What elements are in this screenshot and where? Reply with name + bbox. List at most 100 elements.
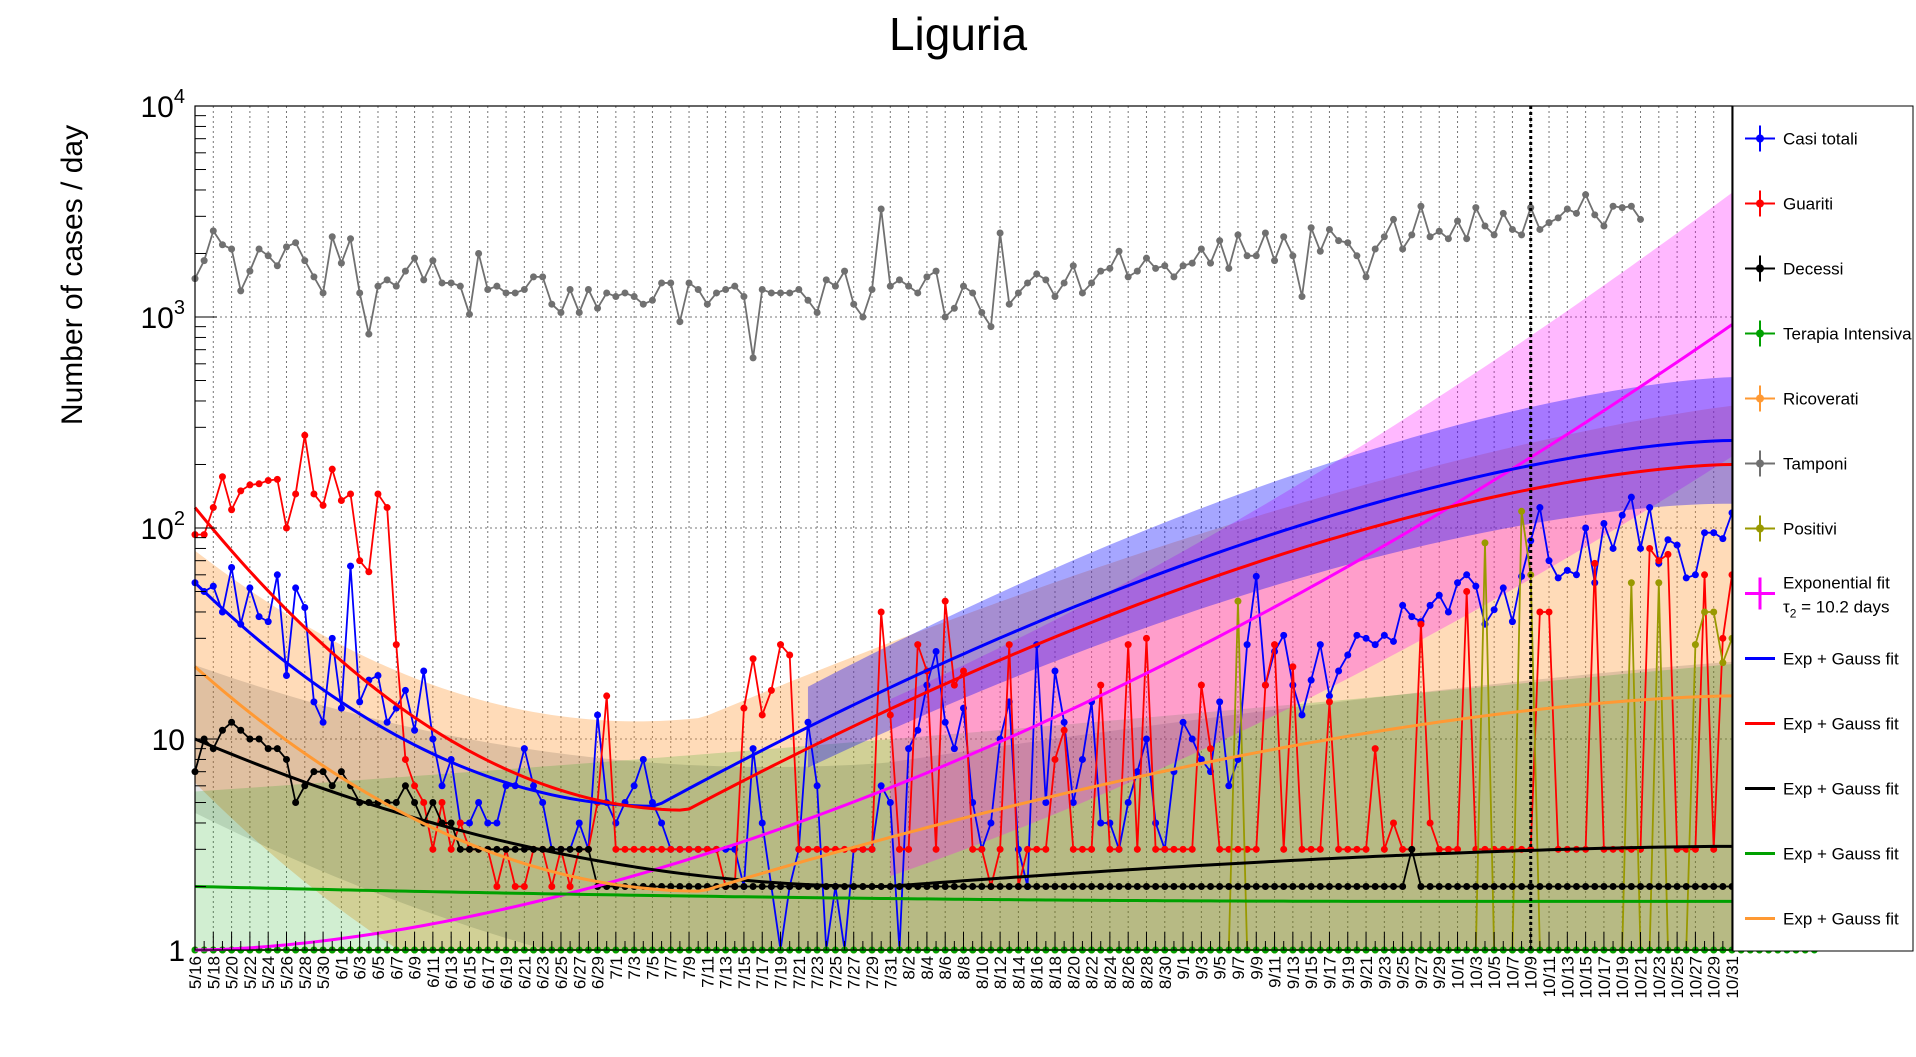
data-point	[813, 309, 821, 317]
data-point	[905, 745, 913, 753]
data-point	[1033, 270, 1041, 278]
data-point	[383, 504, 391, 512]
data-point	[465, 845, 473, 853]
data-point	[1060, 882, 1068, 890]
data-point	[932, 845, 940, 853]
data-point	[1142, 634, 1150, 642]
data-point	[978, 309, 986, 317]
data-point	[886, 799, 894, 807]
legend-swatch-marker	[1756, 524, 1764, 533]
data-point	[1380, 882, 1388, 890]
data-point	[1435, 227, 1443, 235]
data-point	[1060, 726, 1068, 734]
x-tick-label: 7/3	[625, 956, 644, 980]
data-point	[731, 282, 739, 290]
data-point	[1353, 252, 1361, 260]
data-point	[1307, 845, 1315, 853]
data-point	[712, 289, 720, 297]
data-point	[1124, 641, 1132, 649]
data-point	[1554, 882, 1562, 890]
data-point	[292, 584, 300, 592]
data-point	[996, 229, 1004, 237]
data-point	[420, 799, 428, 807]
data-point	[1545, 882, 1553, 890]
data-point	[1545, 557, 1553, 565]
data-point	[740, 293, 748, 301]
legend-label: Tamponi	[1783, 455, 1847, 474]
x-tick-label: 10/17	[1595, 956, 1614, 999]
data-point	[1591, 882, 1599, 890]
data-point	[1463, 588, 1471, 596]
x-tick-label: 5/26	[277, 956, 296, 989]
data-point	[1252, 882, 1260, 890]
x-tick-label: 6/9	[406, 956, 425, 980]
data-point	[1582, 882, 1590, 890]
data-point	[1106, 845, 1114, 853]
data-point	[1344, 845, 1352, 853]
data-point	[1563, 205, 1571, 213]
data-point	[1371, 245, 1379, 253]
data-point	[218, 241, 226, 249]
x-tick-label: 6/25	[552, 956, 571, 989]
data-point	[255, 735, 263, 743]
data-point	[1682, 574, 1690, 582]
x-tick-label: 9/29	[1430, 956, 1449, 989]
y-tick-exponent: 2	[174, 508, 185, 530]
data-point	[1298, 845, 1306, 853]
grid-lines	[194, 105, 1733, 951]
data-point	[1499, 209, 1507, 217]
data-point	[282, 671, 290, 679]
x-tick-label: 7/29	[863, 956, 882, 989]
data-point	[1069, 845, 1077, 853]
data-point	[228, 718, 236, 726]
data-point	[694, 882, 702, 890]
data-point	[1380, 845, 1388, 853]
data-point	[859, 313, 867, 321]
data-point	[347, 490, 355, 498]
data-point	[1069, 262, 1077, 270]
data-point	[941, 597, 949, 605]
data-point	[749, 745, 757, 753]
x-tick-label: 5/30	[314, 956, 333, 989]
data-point	[1536, 882, 1544, 890]
data-point	[1115, 882, 1123, 890]
data-point	[749, 882, 757, 890]
legend-tau-sub: 2	[1790, 607, 1797, 621]
data-point	[1335, 882, 1343, 890]
data-point	[1536, 504, 1544, 512]
data-point	[539, 799, 547, 807]
data-point	[594, 711, 602, 719]
data-point	[282, 755, 290, 763]
data-point	[914, 289, 922, 297]
legend-label: Exp + Gauss fit	[1783, 780, 1899, 799]
data-point	[337, 704, 345, 712]
data-point	[548, 300, 556, 308]
x-tick-label: 8/18	[1046, 956, 1065, 989]
data-point	[1719, 882, 1727, 890]
x-tick-label: 8/2	[900, 956, 919, 980]
data-point	[1435, 882, 1443, 890]
data-point	[392, 799, 400, 807]
data-point	[1280, 631, 1288, 639]
data-point	[429, 257, 437, 265]
data-point	[1051, 882, 1059, 890]
x-tick-label: 7/31	[881, 956, 900, 989]
data-point	[1060, 718, 1068, 726]
data-point	[1444, 845, 1452, 853]
data-point	[1545, 219, 1553, 227]
data-point	[648, 296, 656, 304]
x-tick-label: 10/21	[1632, 956, 1651, 999]
data-point	[447, 279, 455, 287]
data-point	[886, 282, 894, 290]
data-point	[502, 845, 510, 853]
data-point	[1710, 882, 1718, 890]
data-point	[1316, 247, 1324, 255]
data-point	[1463, 235, 1471, 243]
data-point	[356, 698, 364, 706]
data-point	[1426, 233, 1434, 241]
data-point	[511, 845, 519, 853]
data-point	[694, 285, 702, 293]
x-tick-label: 10/15	[1577, 956, 1596, 999]
data-point	[594, 304, 602, 312]
data-point	[1481, 539, 1489, 547]
